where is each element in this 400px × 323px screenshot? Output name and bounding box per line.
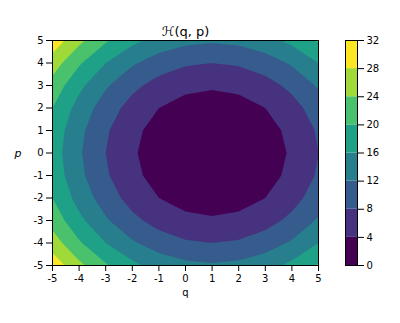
- svg-text:3: 3: [262, 273, 268, 284]
- svg-text:5: 5: [315, 273, 321, 284]
- svg-text:-1: -1: [154, 273, 164, 284]
- svg-text:-5: -5: [34, 260, 44, 271]
- svg-text:24: 24: [367, 91, 380, 102]
- svg-text:2: 2: [236, 273, 242, 284]
- svg-text:ℋ(q, p): ℋ(q, p): [162, 24, 210, 39]
- svg-text:-4: -4: [74, 273, 84, 284]
- svg-text:8: 8: [367, 203, 373, 214]
- svg-text:1: 1: [37, 125, 43, 136]
- svg-text:-1: -1: [34, 170, 44, 181]
- svg-text:4: 4: [37, 57, 43, 68]
- svg-text:-5: -5: [48, 273, 58, 284]
- svg-text:0: 0: [37, 147, 43, 158]
- svg-text:-2: -2: [127, 273, 137, 284]
- svg-text:32: 32: [367, 35, 380, 46]
- svg-text:28: 28: [367, 63, 380, 74]
- svg-text:1: 1: [209, 273, 215, 284]
- svg-text:q: q: [182, 287, 188, 298]
- svg-text:2: 2: [37, 102, 43, 113]
- svg-text:-3: -3: [101, 273, 111, 284]
- svg-text:-3: -3: [34, 215, 44, 226]
- svg-text:4: 4: [289, 273, 295, 284]
- svg-text:-2: -2: [34, 192, 44, 203]
- svg-text:p: p: [14, 147, 22, 160]
- svg-text:12: 12: [367, 175, 380, 186]
- svg-text:0: 0: [367, 260, 373, 271]
- svg-text:16: 16: [367, 147, 380, 158]
- svg-text:3: 3: [37, 80, 43, 91]
- svg-text:-4: -4: [34, 237, 44, 248]
- svg-text:20: 20: [367, 119, 380, 130]
- svg-text:5: 5: [37, 35, 43, 46]
- svg-text:4: 4: [367, 232, 373, 243]
- svg-text:0: 0: [182, 273, 188, 284]
